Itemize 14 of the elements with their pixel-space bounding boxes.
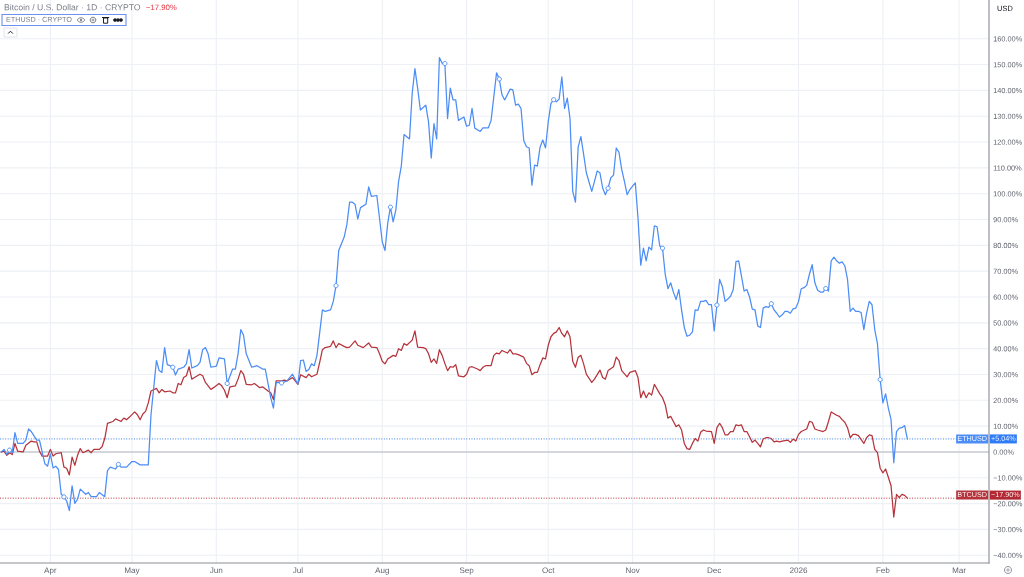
x-tick-label: Feb: [876, 567, 890, 574]
x-tick-label: Apr: [44, 567, 57, 575]
x-tick-label: May: [125, 567, 140, 575]
x-tick-label: Sep: [459, 567, 474, 575]
x-tick-label: Jul: [292, 567, 303, 574]
x-tick-label: Aug: [375, 567, 389, 575]
x-tick-label: Dec: [707, 567, 722, 574]
x-tick-label: Oct: [542, 567, 555, 574]
line-series: [0, 56, 909, 512]
x-tick-label: Jun: [209, 567, 223, 574]
x-tick-label: Nov: [626, 567, 640, 574]
x-tick-label: 2026: [789, 567, 808, 574]
chart-title: Bitcoin / U.S. Dollar · 1D · CRYPTO: [4, 3, 141, 11]
x-tick-label: Mar: [952, 567, 966, 574]
